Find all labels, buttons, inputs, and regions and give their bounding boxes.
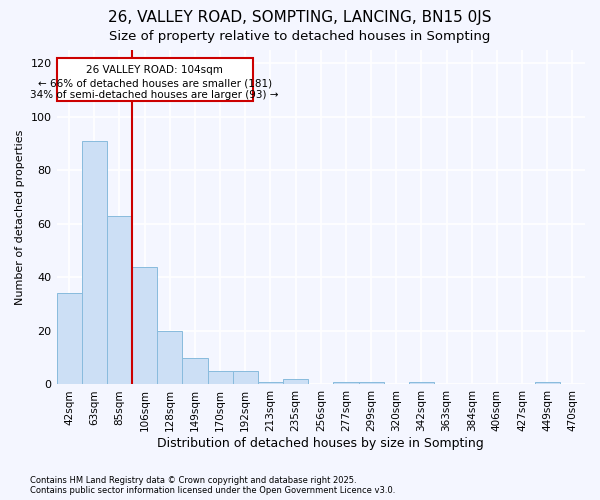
Bar: [258, 382, 283, 384]
Bar: [82, 141, 107, 384]
Bar: [535, 382, 560, 384]
Bar: [107, 216, 132, 384]
X-axis label: Distribution of detached houses by size in Sompting: Distribution of detached houses by size …: [157, 437, 484, 450]
Bar: [359, 382, 383, 384]
Bar: [233, 371, 258, 384]
Text: 34% of semi-detached houses are larger (93) →: 34% of semi-detached houses are larger (…: [31, 90, 279, 100]
Text: Contains HM Land Registry data © Crown copyright and database right 2025.: Contains HM Land Registry data © Crown c…: [30, 476, 356, 485]
Text: Contains public sector information licensed under the Open Government Licence v3: Contains public sector information licen…: [30, 486, 395, 495]
Y-axis label: Number of detached properties: Number of detached properties: [15, 130, 25, 305]
Bar: [132, 266, 157, 384]
Text: 26 VALLEY ROAD: 104sqm: 26 VALLEY ROAD: 104sqm: [86, 64, 223, 74]
Text: 26, VALLEY ROAD, SOMPTING, LANCING, BN15 0JS: 26, VALLEY ROAD, SOMPTING, LANCING, BN15…: [108, 10, 492, 25]
FancyBboxPatch shape: [56, 58, 253, 101]
Bar: [56, 294, 82, 384]
Bar: [409, 382, 434, 384]
Text: ← 66% of detached houses are smaller (181): ← 66% of detached houses are smaller (18…: [38, 78, 272, 88]
Bar: [334, 382, 359, 384]
Bar: [283, 379, 308, 384]
Text: Size of property relative to detached houses in Sompting: Size of property relative to detached ho…: [109, 30, 491, 43]
Bar: [208, 371, 233, 384]
Bar: [157, 331, 182, 384]
Bar: [182, 358, 208, 384]
